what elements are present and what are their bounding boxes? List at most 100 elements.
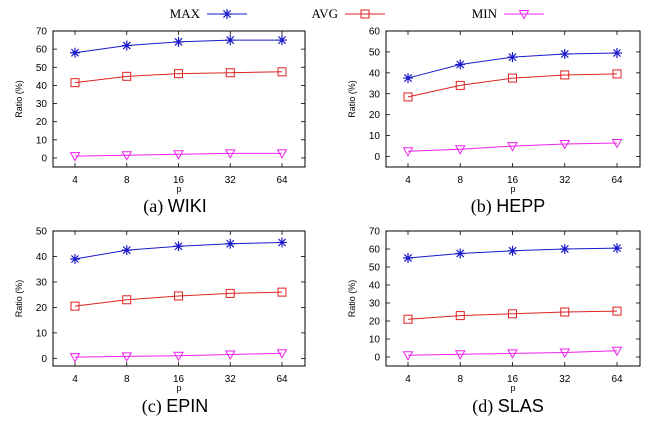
series-line bbox=[407, 142, 618, 152]
y-tick-label: 10 bbox=[369, 131, 381, 142]
data-point bbox=[559, 244, 570, 254]
plot-frame bbox=[52, 30, 306, 168]
series-min bbox=[402, 138, 623, 157]
y-tick-label: 50 bbox=[369, 47, 381, 58]
x-tick-label: 64 bbox=[611, 175, 623, 186]
data-point bbox=[225, 35, 236, 46]
x-axis-label: p bbox=[510, 184, 515, 194]
chart-caption: (b) HEPP bbox=[471, 196, 546, 217]
series-line bbox=[407, 73, 618, 98]
y-tick-label: 50 bbox=[36, 227, 48, 238]
series-line bbox=[407, 310, 618, 320]
caption-prefix: (c) bbox=[142, 396, 166, 417]
data-point bbox=[224, 350, 236, 361]
caption-name: WIKI bbox=[168, 196, 207, 216]
y-tick-label: 10 bbox=[36, 135, 48, 146]
data-point bbox=[70, 301, 80, 311]
data-point bbox=[121, 40, 132, 51]
data-point bbox=[612, 243, 622, 254]
y-tick-label: 0 bbox=[41, 153, 47, 164]
series-min bbox=[69, 349, 288, 363]
data-point bbox=[507, 245, 518, 256]
y-tick-label: 60 bbox=[369, 245, 381, 256]
x-tick-label: 4 bbox=[72, 175, 78, 186]
data-point bbox=[173, 36, 184, 47]
x-axis-label: p bbox=[510, 383, 515, 393]
data-point bbox=[611, 346, 623, 357]
data-point bbox=[403, 73, 413, 84]
data-point bbox=[508, 309, 517, 319]
y-tick-label: 10 bbox=[36, 328, 48, 339]
data-point bbox=[507, 52, 518, 63]
data-point bbox=[225, 288, 235, 298]
y-tick-label: 0 bbox=[41, 354, 47, 365]
series-avg bbox=[403, 306, 622, 324]
data-point bbox=[173, 351, 184, 362]
legend-entry-min: MIN bbox=[472, 6, 544, 21]
y-tick-label: 10 bbox=[369, 335, 381, 346]
y-tick-label: 50 bbox=[36, 63, 48, 74]
legend-label: MAX bbox=[170, 6, 201, 21]
data-point bbox=[173, 150, 184, 160]
legend: MAX AVG MIN bbox=[170, 6, 544, 21]
x-tick-label: 16 bbox=[507, 175, 519, 186]
data-point bbox=[173, 241, 184, 252]
series-max bbox=[403, 243, 622, 263]
series-max bbox=[70, 237, 287, 265]
x-tick-label: 4 bbox=[405, 374, 411, 385]
data-point bbox=[122, 71, 132, 81]
series-max bbox=[403, 47, 622, 84]
y-axis-label: Ratio (%) bbox=[347, 80, 357, 118]
series-line bbox=[74, 152, 282, 157]
y-tick-label: 20 bbox=[369, 317, 381, 328]
caption-name: EPIN bbox=[166, 396, 208, 416]
y-tick-label: 20 bbox=[36, 117, 48, 128]
legend-entry-avg: AVG bbox=[312, 6, 385, 21]
legend-marker bbox=[222, 9, 232, 19]
x-tick-label: 16 bbox=[173, 175, 185, 186]
chart-caption: (c) EPIN bbox=[142, 396, 209, 417]
x-tick-label: 32 bbox=[225, 175, 237, 186]
x-tick-label: 8 bbox=[457, 374, 463, 385]
data-point bbox=[403, 314, 413, 324]
y-tick-label: 30 bbox=[369, 89, 381, 100]
caption-name: HEPP bbox=[496, 196, 545, 216]
x-tick-label: 32 bbox=[225, 374, 237, 385]
chart-slas: 0 10 20 30 40 50 60 70 4 8 16 32 64 Ratio (%) p (d) SLA… bbox=[347, 227, 641, 417]
legend-marker bbox=[360, 9, 370, 19]
chart-caption: (d) SLAS bbox=[472, 396, 544, 417]
data-point bbox=[225, 68, 235, 78]
x-tick-label: 64 bbox=[276, 374, 288, 385]
series-line bbox=[74, 291, 283, 307]
series-avg bbox=[70, 67, 287, 88]
series-min bbox=[69, 149, 288, 162]
data-point bbox=[455, 80, 465, 90]
data-point bbox=[224, 149, 236, 159]
data-point bbox=[507, 349, 518, 359]
chart-wiki: 0 10 20 30 40 50 60 70 4 8 16 32 64 Ratio (%) p (a) WIK… bbox=[14, 27, 306, 217]
y-tick-label: 60 bbox=[369, 27, 381, 38]
data-point bbox=[455, 248, 466, 259]
data-point bbox=[70, 254, 80, 265]
data-point bbox=[225, 238, 236, 249]
data-point bbox=[455, 59, 466, 70]
data-point bbox=[454, 145, 466, 155]
x-tick-label: 4 bbox=[72, 374, 78, 385]
plot-frame bbox=[52, 230, 306, 367]
data-point bbox=[69, 353, 81, 363]
caption-prefix: (a) bbox=[143, 196, 167, 217]
y-tick-label: 40 bbox=[369, 68, 381, 79]
data-point bbox=[403, 253, 413, 263]
data-point bbox=[174, 291, 183, 301]
data-point bbox=[402, 147, 414, 157]
data-point bbox=[455, 311, 465, 321]
caption-name: SLAS bbox=[498, 396, 544, 416]
y-axis-label: Ratio (%) bbox=[347, 280, 357, 318]
data-point bbox=[277, 35, 287, 46]
caption-prefix: (b) bbox=[471, 196, 497, 217]
chart-caption: (a) WIKI bbox=[143, 196, 206, 217]
plot-frame bbox=[385, 230, 641, 367]
x-tick-label: 16 bbox=[173, 374, 185, 385]
y-tick-label: 20 bbox=[369, 110, 381, 121]
data-point bbox=[559, 348, 571, 359]
